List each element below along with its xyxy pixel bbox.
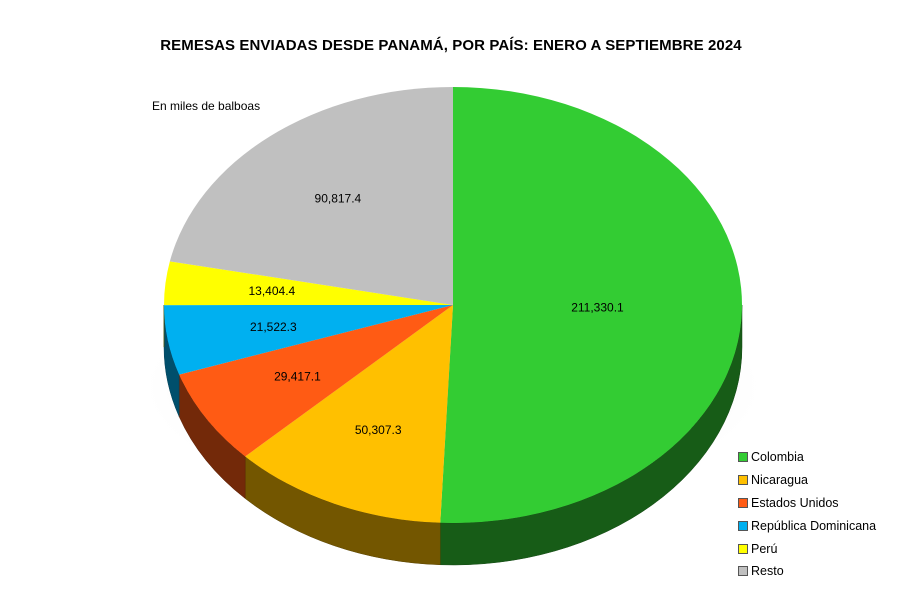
data-label: 29,417.1 <box>274 369 321 383</box>
pie-slice <box>245 305 453 523</box>
legend-label: Perú <box>751 541 778 556</box>
legend-label: Resto <box>751 564 784 579</box>
legend-label: Estados Unidos <box>751 495 839 510</box>
legend-swatch <box>738 543 748 554</box>
legend-label: Colombia <box>751 450 804 465</box>
legend-item: Colombia <box>738 446 876 469</box>
legend: Colombia Nicaragua Estados Unidos República… <box>738 446 876 583</box>
legend-swatch <box>738 497 748 508</box>
legend-item: Nicaragua <box>738 469 876 492</box>
pie-slice <box>164 305 454 375</box>
data-label: 211,330.1 <box>571 300 624 314</box>
pie-slice <box>179 305 453 457</box>
legend-item: Resto <box>738 560 876 583</box>
chart-subtitle: En miles de balboas <box>152 99 261 113</box>
pie-slice <box>169 87 453 305</box>
legend-swatch <box>738 520 748 531</box>
data-label: 90,817.4 <box>315 192 362 206</box>
legend-item: Perú <box>738 537 876 560</box>
data-label: 50,307.3 <box>355 423 402 437</box>
chart-title: REMESAS ENVIADAS DESDE PANAMÁ, POR PAÍS:… <box>160 37 742 54</box>
legend-swatch <box>738 475 748 486</box>
pie-slice <box>164 261 453 306</box>
pie-slice <box>440 87 742 523</box>
legend-item: Estados Unidos <box>738 492 876 515</box>
legend-label: República Dominicana <box>751 518 877 533</box>
legend-item: República Dominicana <box>738 514 876 537</box>
legend-swatch <box>738 452 748 463</box>
legend-swatch <box>738 566 748 577</box>
data-label: 13,404.4 <box>248 284 295 298</box>
data-label: 21,522.3 <box>250 320 297 334</box>
legend-label: Nicaragua <box>751 473 808 488</box>
